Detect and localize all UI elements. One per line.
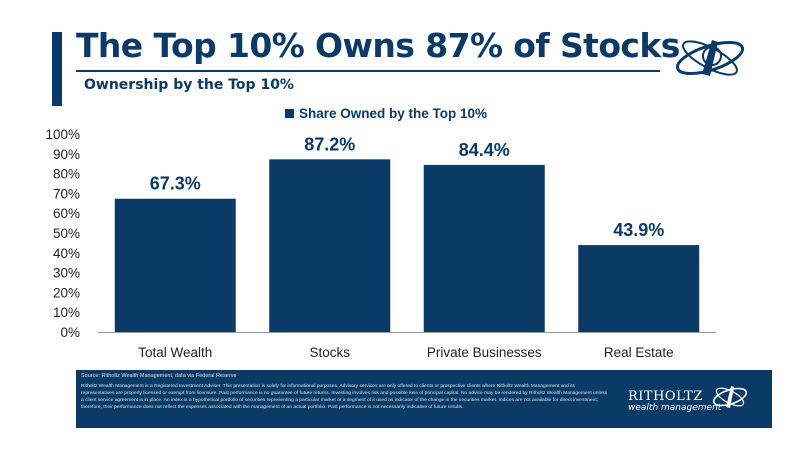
x-tick-label: Total Wealth: [138, 345, 212, 360]
page-title: The Top 10% Owns 87% of Stocks: [76, 26, 680, 65]
data-label: 67.3%: [150, 174, 201, 194]
bars: 67.3% 87.2% 84.4% 43.9%: [114, 134, 700, 332]
x-tick-label: Stocks: [309, 345, 350, 360]
page-subtitle: Ownership by the Top 10%: [84, 77, 294, 93]
ritholtz-footer-logo-icon: [712, 386, 748, 408]
y-tick-label: 80%: [53, 167, 80, 182]
source-note: Source: Ritholtz Wealth Management, data…: [81, 373, 237, 379]
chart-legend: Share Owned by the Top 10%: [285, 106, 487, 121]
legend-swatch: [285, 109, 294, 118]
y-tick-label: 60%: [53, 206, 80, 221]
bar: [114, 198, 236, 332]
y-tick-label: 70%: [53, 186, 80, 201]
data-label: 87.2%: [304, 134, 355, 154]
data-label: 43.9%: [613, 220, 664, 240]
bar: [578, 245, 700, 332]
y-tick-label: 90%: [53, 147, 80, 162]
title-divider: [76, 70, 660, 72]
x-axis: Total Wealth Stocks Private Businesses Real…: [98, 332, 716, 360]
y-axis: 0% 10% 20% 30% 40% 50% 60% 70% 80% 90% 100%: [45, 127, 80, 340]
title-accent-bar: [52, 32, 62, 106]
y-tick-label: 100%: [45, 127, 80, 142]
data-label: 84.4%: [459, 140, 510, 160]
y-tick-label: 50%: [53, 226, 80, 241]
bar: [423, 164, 545, 332]
disclaimer-text: Ritholtz Wealth Management is a Register…: [81, 384, 608, 410]
y-tick-label: 20%: [53, 285, 80, 300]
brand-name: RITHOLTZ: [628, 389, 703, 404]
brand-wordmark: RITHOLTZ wealth management: [628, 390, 721, 413]
x-tick-label: Private Businesses: [427, 345, 542, 360]
bar: [269, 159, 391, 332]
y-tick-label: 0%: [60, 325, 80, 340]
x-tick-label: Real Estate: [604, 345, 674, 360]
brand-tagline: wealth management: [628, 403, 722, 413]
y-tick-label: 30%: [53, 266, 80, 281]
ritholtz-logo-icon: [675, 40, 745, 76]
y-tick-label: 10%: [53, 305, 80, 320]
y-tick-label: 40%: [53, 246, 80, 261]
footer-band: Source: Ritholtz Wealth Management, data…: [76, 370, 772, 428]
legend-label: Share Owned by the Top 10%: [299, 106, 487, 121]
